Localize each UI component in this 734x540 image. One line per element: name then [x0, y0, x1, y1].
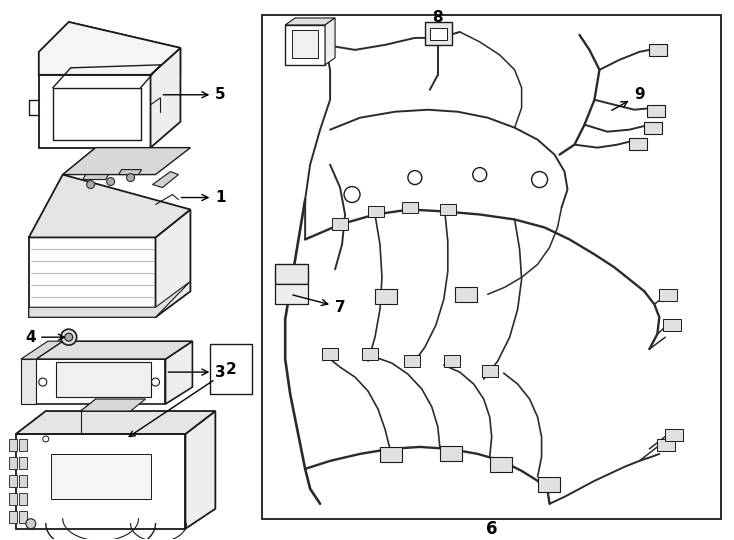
Bar: [332, 219, 348, 231]
Polygon shape: [36, 341, 192, 359]
Circle shape: [473, 167, 487, 181]
Polygon shape: [9, 457, 17, 469]
Polygon shape: [286, 25, 325, 65]
Polygon shape: [430, 28, 447, 40]
Bar: [537, 477, 559, 492]
Circle shape: [65, 333, 73, 341]
Polygon shape: [29, 174, 190, 238]
Bar: [647, 105, 665, 117]
Polygon shape: [83, 174, 109, 180]
Polygon shape: [62, 147, 190, 174]
Polygon shape: [9, 511, 17, 523]
Text: 9: 9: [612, 87, 644, 110]
Bar: [402, 201, 418, 213]
Polygon shape: [275, 285, 308, 304]
Polygon shape: [19, 457, 27, 469]
Polygon shape: [39, 75, 150, 147]
Polygon shape: [19, 439, 27, 451]
Bar: [444, 355, 459, 367]
Polygon shape: [186, 411, 215, 529]
Polygon shape: [165, 341, 192, 404]
Bar: [362, 348, 378, 360]
Polygon shape: [425, 22, 452, 45]
Circle shape: [408, 171, 422, 185]
Bar: [440, 204, 456, 215]
Polygon shape: [150, 48, 181, 147]
Circle shape: [26, 519, 36, 529]
Polygon shape: [286, 18, 335, 25]
Text: 4: 4: [26, 330, 65, 345]
Text: 7: 7: [293, 295, 346, 315]
Polygon shape: [9, 493, 17, 505]
Polygon shape: [69, 22, 181, 75]
Bar: [455, 287, 477, 302]
Bar: [322, 348, 338, 360]
Polygon shape: [119, 170, 142, 174]
Bar: [658, 439, 675, 451]
Polygon shape: [9, 439, 17, 451]
Bar: [375, 289, 397, 304]
Bar: [664, 319, 681, 331]
Bar: [262, 15, 721, 519]
Polygon shape: [156, 210, 190, 317]
Polygon shape: [16, 434, 186, 529]
Bar: [440, 446, 462, 461]
Polygon shape: [29, 281, 190, 317]
Circle shape: [106, 178, 115, 186]
Text: 1: 1: [181, 190, 225, 205]
Polygon shape: [19, 493, 27, 505]
Text: 8: 8: [432, 10, 443, 25]
Text: 6: 6: [486, 519, 498, 538]
Polygon shape: [21, 359, 36, 404]
Text: 2: 2: [226, 362, 236, 376]
Polygon shape: [29, 238, 156, 317]
Polygon shape: [153, 172, 178, 187]
Bar: [629, 138, 647, 150]
Circle shape: [61, 329, 76, 345]
Bar: [51, 454, 150, 499]
Polygon shape: [19, 475, 27, 487]
Bar: [404, 355, 420, 367]
Circle shape: [344, 186, 360, 202]
Bar: [659, 289, 677, 301]
Polygon shape: [39, 22, 181, 75]
Circle shape: [126, 173, 134, 181]
Bar: [56, 362, 150, 397]
Polygon shape: [16, 411, 215, 434]
Bar: [211, 344, 252, 394]
Polygon shape: [21, 341, 62, 359]
Bar: [380, 447, 402, 462]
Bar: [292, 30, 318, 58]
Polygon shape: [81, 399, 145, 411]
Polygon shape: [275, 265, 308, 285]
Text: 3: 3: [168, 364, 225, 380]
Bar: [482, 365, 498, 377]
Text: 5: 5: [163, 87, 225, 102]
Polygon shape: [325, 18, 335, 65]
Bar: [368, 206, 384, 218]
Circle shape: [87, 180, 95, 188]
Bar: [644, 122, 662, 134]
Circle shape: [531, 172, 548, 187]
Bar: [490, 457, 512, 472]
Polygon shape: [36, 359, 165, 404]
Bar: [650, 44, 667, 56]
Bar: [665, 429, 683, 441]
Polygon shape: [9, 475, 17, 487]
Polygon shape: [19, 511, 27, 523]
